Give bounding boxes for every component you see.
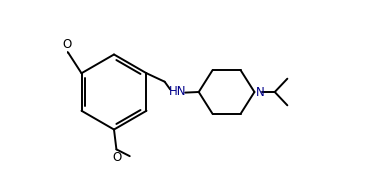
Text: N: N [255, 86, 264, 98]
Text: HN: HN [169, 85, 187, 98]
Text: O: O [112, 151, 122, 164]
Text: O: O [63, 38, 72, 51]
